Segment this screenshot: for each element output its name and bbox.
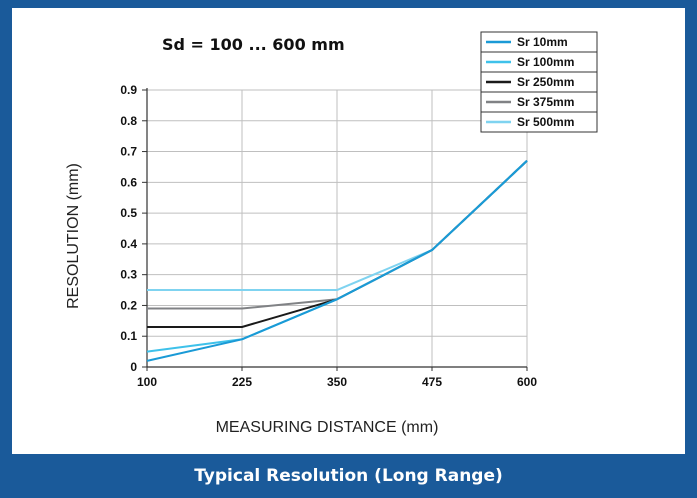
x-tick-label: 475 [422, 375, 442, 389]
legend-label: Sr 500mm [517, 115, 574, 129]
y-tick-label: 0.6 [120, 175, 137, 189]
legend-label: Sr 250mm [517, 75, 574, 89]
y-tick-label: 0.3 [120, 268, 137, 282]
y-tick-label: 0.7 [120, 145, 137, 159]
caption-bar: Typical Resolution (Long Range) [0, 454, 697, 498]
x-tick-label: 600 [517, 375, 537, 389]
legend-label: Sr 10mm [517, 35, 568, 49]
series-line-sr-10mm [146, 160, 528, 362]
y-axis-label: RESOLUTION (mm) [65, 163, 82, 309]
legend: Sr 10mm Sr 100mm Sr 250mm Sr 375mm Sr 500mm [480, 31, 598, 133]
chart-title: Sd = 100 ... 600 mm [162, 35, 345, 54]
y-tick-label: 0 [130, 360, 137, 374]
resolution-chart: 0 0.1 0.2 0.3 0.4 0.5 0.6 0.7 0.8 0.9 100 225 350 475… [65, 31, 598, 436]
x-axis-label: MEASURING DISTANCE (mm) [216, 419, 439, 436]
chart-panel: 0 0.1 0.2 0.3 0.4 0.5 0.6 0.7 0.8 0.9 100 225 350 475… [12, 8, 685, 454]
legend-label: Sr 100mm [517, 55, 574, 69]
chart-caption: Typical Resolution (Long Range) [194, 466, 503, 486]
y-tick-label: 0.8 [120, 114, 137, 128]
y-tick-label: 0.1 [120, 329, 137, 343]
series-lines [146, 160, 528, 362]
x-tick-label: 100 [137, 375, 157, 389]
y-tick-label: 0.9 [120, 83, 137, 97]
grid [147, 89, 528, 367]
y-tick-label: 0.2 [120, 298, 137, 312]
y-tick-label: 0.4 [120, 237, 137, 251]
tick-labels: 0 0.1 0.2 0.3 0.4 0.5 0.6 0.7 0.8 0.9 100 225 350 475… [120, 83, 537, 389]
legend-label: Sr 375mm [517, 95, 574, 109]
x-tick-label: 225 [232, 375, 252, 389]
x-tick-label: 350 [327, 375, 347, 389]
y-tick-label: 0.5 [120, 206, 137, 220]
